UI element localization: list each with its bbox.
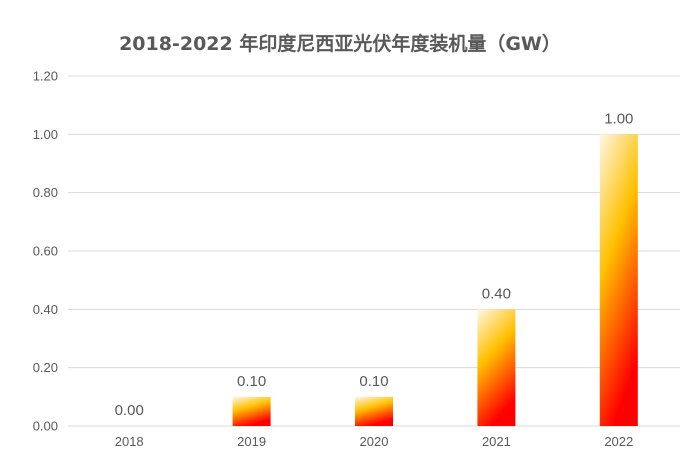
bar-2022 — [599, 134, 638, 427]
bars — [232, 134, 638, 427]
y-tick-label: 1.00 — [33, 127, 58, 142]
y-tick-label: 0.00 — [33, 419, 58, 434]
bar-2020 — [355, 396, 393, 426]
x-tick-label-2021: 2021 — [482, 434, 511, 449]
y-tick-label: 0.80 — [33, 185, 58, 200]
chart-title: 2018-2022 年印度尼西亚光伏年度装机量（GW） — [119, 33, 561, 55]
x-tick-label-2020: 2020 — [360, 434, 389, 449]
y-tick-label: 0.20 — [33, 360, 58, 375]
x-tick-label-2022: 2022 — [604, 434, 633, 449]
y-tick-label: 0.60 — [33, 244, 58, 259]
data-label-2021: 0.40 — [482, 285, 511, 302]
data-label-2018: 0.00 — [115, 402, 144, 419]
data-label-2020: 0.10 — [359, 373, 388, 390]
data-label-2019: 0.10 — [237, 373, 266, 390]
data-labels: 0.00 0.10 0.10 0.40 1.00 — [115, 110, 634, 419]
x-tick-label-2018: 2018 — [115, 434, 144, 449]
bar-2021 — [477, 309, 516, 426]
y-tick-label: 0.40 — [33, 302, 58, 317]
x-tick-label-2019: 2019 — [237, 434, 266, 449]
bar-2019 — [232, 396, 271, 426]
y-axis-ticks: 0.00 0.20 0.40 0.60 0.80 1.00 1.20 — [33, 69, 58, 434]
y-tick-label: 1.20 — [33, 69, 58, 84]
data-label-2022: 1.00 — [604, 110, 633, 127]
x-axis-ticks: 2018 2019 2020 2021 2022 — [115, 434, 634, 449]
